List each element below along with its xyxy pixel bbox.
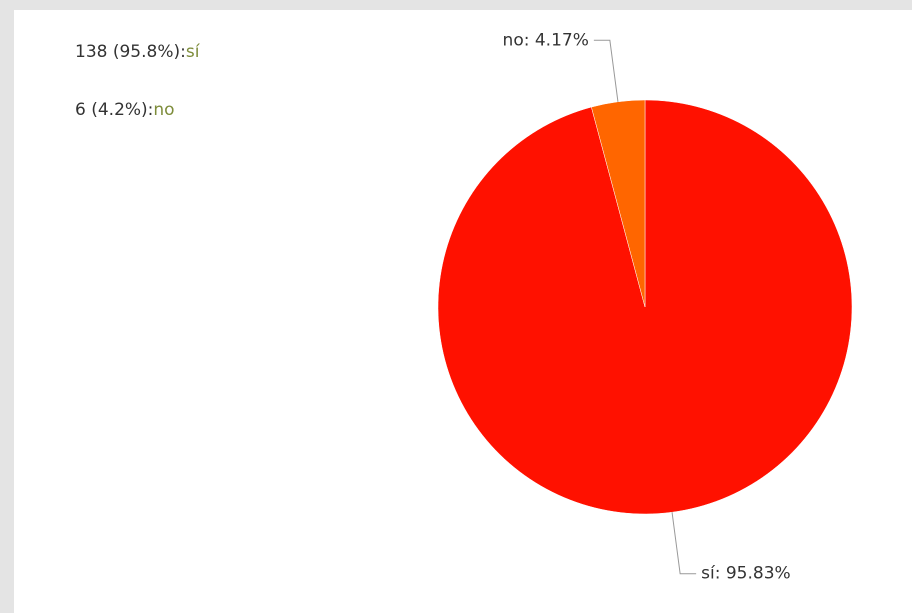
slice-label: sí: 95.83% — [701, 564, 791, 584]
slice-label: no: 4.17% — [503, 30, 589, 50]
legend-entry: 138 (95.8%):sí — [75, 42, 201, 62]
legend-count: 138 (95.8%): — [75, 42, 186, 62]
legend-category: no — [153, 100, 174, 120]
leader-line — [593, 39, 619, 102]
leader-line — [671, 512, 697, 575]
legend-category: sí — [186, 42, 201, 62]
legend-entry: 6 (4.2%):no — [75, 100, 175, 120]
pie-slice — [591, 99, 646, 308]
legend-count: 6 (4.2%): — [75, 100, 153, 120]
